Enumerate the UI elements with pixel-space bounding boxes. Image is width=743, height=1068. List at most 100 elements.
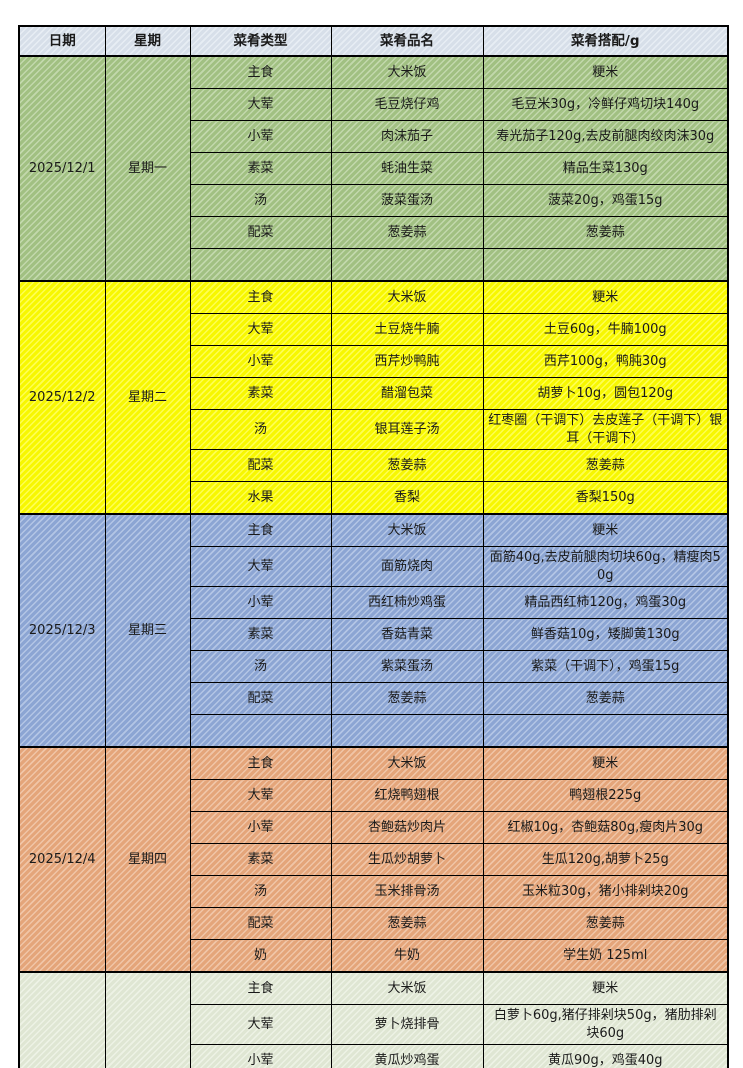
pairing-cell: 葱姜蒜 (482, 216, 729, 249)
dish-name-cell: 香梨 (330, 481, 484, 515)
dish-name-cell: 大米饭 (330, 971, 484, 1006)
dish-name-cell: 毛豆烧仔鸡 (330, 88, 484, 121)
pairing-cell: 紫菜（干调下），鸡蛋15g (482, 650, 729, 684)
table-row: 小荤 杏鲍菇炒肉片 红椒10g，杏鲍菇80g,瘦肉片30g (19, 811, 729, 845)
dish-name-cell: 面筋烧肉 (330, 546, 484, 588)
pairing-cell: 粳米 (482, 513, 729, 548)
dish-name-cell: 玉米排骨汤 (330, 875, 484, 909)
dish-type-cell: 大荤 (189, 88, 332, 121)
dish-type-cell: 主食 (189, 746, 332, 781)
dish-type-cell: 主食 (189, 513, 332, 548)
table-row: 奶牛奶 学生奶 125ml (19, 939, 729, 973)
table-row: 配菜 葱姜蒜 葱姜蒜 (19, 216, 729, 249)
dish-name-cell: 银耳莲子汤 (330, 408, 484, 451)
date-cell: 2025/12/1 (18, 55, 106, 282)
pairing-cell: 葱姜蒜 (482, 449, 729, 483)
pairing-cell: 西芹100g，鸭肫30g (482, 345, 729, 378)
dish-name-cell: 黄瓜炒鸡蛋 (330, 1044, 484, 1068)
dish-name-cell: 醋溜包菜 (330, 377, 484, 410)
dish-name-cell: 红烧鸭翅根 (330, 779, 484, 813)
table-row: 小荤 西芹炒鸭肫 西芹100g，鸭肫30g (19, 345, 729, 378)
dish-type-cell: 大荤 (189, 1004, 332, 1046)
dish-type-cell: 大荤 (189, 546, 332, 588)
table-row: 小荤 黄瓜炒鸡蛋 黄瓜90g，鸡蛋40g (19, 1044, 729, 1068)
dish-name-cell: 肉沫茄子 (330, 120, 484, 153)
dish-name-cell: 生瓜炒胡萝卜 (330, 843, 484, 877)
header-row: 日期 星期 菜肴类型 菜肴品名 菜肴搭配/g (18, 25, 729, 57)
pairing-cell: 鸭翅根225g (482, 779, 729, 813)
dish-name-cell (330, 714, 484, 748)
table-row: 大荤 红烧鸭翅根 鸭翅根225g (19, 779, 729, 813)
dish-type-cell: 素菜 (189, 618, 332, 652)
dish-type-cell: 小荤 (189, 586, 332, 620)
table-row: 配菜 葱姜蒜 葱姜蒜 (19, 449, 729, 483)
pairing-cell (482, 714, 729, 748)
pairing-cell: 生瓜120g,胡萝卜25g (482, 843, 729, 877)
dish-name-cell: 大米饭 (330, 746, 484, 781)
pairing-cell: 面筋40g,去皮前腿肉切块60g，精瘦肉50g (482, 546, 729, 588)
table-row: 2025/12/4 星期四 主食 大米饭 粳米 (18, 746, 729, 973)
table-row: 2025/12/3 星期三 主食 大米饭 粳米 (18, 513, 729, 748)
dish-type-cell: 小荤 (189, 811, 332, 845)
dish-type-cell: 配菜 (189, 907, 332, 941)
table-row: 汤银耳莲子汤 红枣圈（干调下）去皮莲子（干调下）银耳（干调下） (19, 408, 729, 451)
pairing-cell: 菠菜20g，鸡蛋15g (482, 184, 729, 217)
table-row: 2025/12/2 星期二 主食 大米饭 粳米 (18, 279, 729, 515)
dish-name-cell: 蚝油生菜 (330, 152, 484, 185)
dish-type-cell: 汤 (189, 650, 332, 684)
dish-type-cell: 配菜 (189, 682, 332, 716)
pairing-cell: 白萝卜60g,猪仔排剁块50g，猪肋排剁块60g (482, 1004, 729, 1046)
pairing-cell: 葱姜蒜 (482, 682, 729, 716)
pairing-cell (482, 248, 729, 282)
dish-type-cell: 汤 (189, 408, 332, 451)
pairing-cell: 葱姜蒜 (482, 907, 729, 941)
dish-type-cell: 大荤 (189, 779, 332, 813)
date-cell: 2025/12/5 (18, 971, 106, 1068)
dish-name-cell: 香菇青菜 (330, 618, 484, 652)
dish-name-cell: 萝卜烧排骨 (330, 1004, 484, 1046)
table-row: 素菜 蚝油生菜 精品生菜130g (19, 152, 729, 185)
pairing-cell: 学生奶 125ml (482, 939, 729, 973)
menu-body: 2025/12/1 星期一 主食 大米饭 粳米 大荤 毛豆烧仔鸡 毛豆米30g，冷鲜仔鸡切块1… (18, 55, 729, 1068)
dish-type-cell: 水果 (189, 481, 332, 515)
pairing-cell: 毛豆米30g，冷鲜仔鸡切块140g (482, 88, 729, 121)
table-row: 小荤 西红柿炒鸡蛋 精品西红柿120g，鸡蛋30g (19, 586, 729, 620)
dish-type-cell: 主食 (189, 280, 332, 314)
table-row: 2025/12/5星期五主食大米饭粳米 (18, 971, 729, 1068)
pairing-cell: 鲜香菇10g，矮脚黄130g (482, 618, 729, 652)
pairing-cell: 粳米 (482, 55, 729, 89)
dish-name-cell: 菠菜蛋汤 (330, 184, 484, 217)
date-cell: 2025/12/2 (18, 279, 106, 515)
weekday-cell: 星期四 (104, 746, 191, 973)
table-row: 汤菠菜蛋汤 菠菜20g，鸡蛋15g (19, 184, 729, 217)
dish-type-cell: 汤 (189, 875, 332, 909)
pairing-cell: 粳米 (482, 280, 729, 314)
dish-type-cell: 素菜 (189, 152, 332, 185)
table-row: 大荤 毛豆烧仔鸡 毛豆米30g，冷鲜仔鸡切块140g (19, 88, 729, 121)
dish-name-cell: 葱姜蒜 (330, 449, 484, 483)
pairing-cell: 红枣圈（干调下）去皮莲子（干调下）银耳（干调下） (482, 408, 729, 451)
table-row: 2025/12/1 星期一 主食 大米饭 粳米 (18, 55, 729, 282)
col-header-pairing: 菜肴搭配/g (482, 25, 729, 57)
table-row: 汤紫菜蛋汤 紫菜（干调下），鸡蛋15g (19, 650, 729, 684)
dish-name-cell: 葱姜蒜 (330, 682, 484, 716)
dish-type-cell: 素菜 (189, 377, 332, 410)
dish-name-cell: 大米饭 (330, 280, 484, 314)
pairing-cell: 胡萝卜10g，圆包120g (482, 377, 729, 410)
date-cell: 2025/12/4 (18, 746, 106, 973)
table-row: 汤玉米排骨汤 玉米粒30g，猪小排剁块20g (19, 875, 729, 909)
dish-type-cell (189, 714, 332, 748)
weekday-cell: 星期三 (104, 513, 191, 748)
dish-name-cell: 葱姜蒜 (330, 907, 484, 941)
col-header-dish-name: 菜肴品名 (330, 25, 484, 57)
dish-type-cell: 主食 (189, 55, 332, 89)
table-row: 素菜 醋溜包菜 胡萝卜10g，圆包120g (19, 377, 729, 410)
pairing-cell: 黄瓜90g，鸡蛋40g (482, 1044, 729, 1068)
dish-name-cell: 西红柿炒鸡蛋 (330, 586, 484, 620)
dish-name-cell: 大米饭 (330, 513, 484, 548)
table-row: 大荤 萝卜烧排骨 白萝卜60g,猪仔排剁块50g，猪肋排剁块60g (19, 1004, 729, 1046)
dish-type-cell: 小荤 (189, 120, 332, 153)
dish-name-cell: 大米饭 (330, 55, 484, 89)
dish-type-cell: 主食 (189, 971, 332, 1006)
